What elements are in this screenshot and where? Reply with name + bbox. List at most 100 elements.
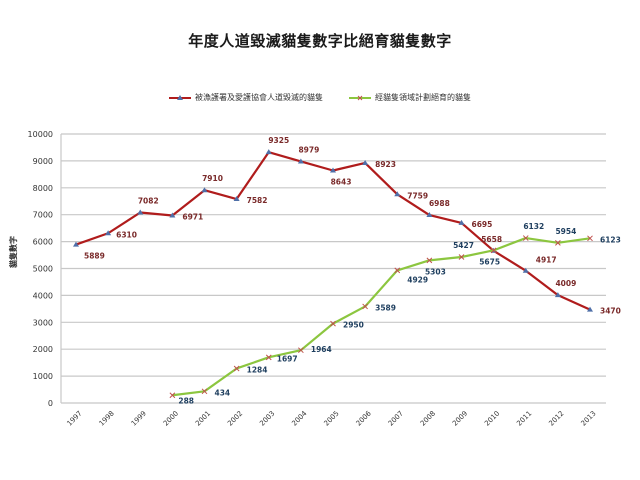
- x-marker-icon: [458, 254, 465, 260]
- legend-line-green-icon: [349, 95, 371, 100]
- data-label: 434: [215, 388, 231, 397]
- triangle-marker-icon: [233, 196, 240, 202]
- y-tick-label: 8000: [33, 184, 53, 193]
- triangle-marker-icon: [330, 167, 336, 173]
- data-label: 4929: [407, 275, 428, 284]
- data-label: 5658: [481, 235, 502, 244]
- x-marker-icon: [169, 392, 176, 399]
- x-tick-label: 1997: [65, 409, 83, 427]
- x-tick-label: 2007: [387, 409, 405, 427]
- triangle-marker-icon: [297, 158, 304, 164]
- x-marker-icon: [201, 388, 208, 395]
- data-label: 1964: [311, 345, 332, 354]
- x-marker-icon: [555, 239, 561, 246]
- triangle-marker-icon: [73, 241, 79, 247]
- chart-title: 年度人道毀滅貓隻數字比絕育貓隻數字: [188, 32, 452, 50]
- x-tick-label: 2005: [322, 409, 340, 427]
- triangle-marker-icon: [105, 230, 112, 236]
- data-label: 3589: [375, 303, 396, 312]
- triangle-marker-icon: [137, 209, 144, 215]
- data-label: 6132: [523, 222, 544, 231]
- legend-item-neutered: 經貓隻領域計劃絕育的貓隻: [349, 92, 471, 103]
- x-tick-label: 2001: [194, 409, 212, 427]
- data-label: 9325: [268, 136, 289, 145]
- x-marker-icon: [298, 347, 304, 354]
- x-tick-label: 2011: [515, 409, 533, 427]
- x-tick-label: 2002: [226, 409, 244, 427]
- data-label: 7582: [247, 196, 268, 205]
- data-label: 1697: [277, 354, 298, 363]
- y-tick-label: 0: [48, 399, 53, 408]
- data-label: 5303: [425, 267, 446, 276]
- triangle-marker-icon: [587, 306, 593, 312]
- triangle-marker-icon: [201, 187, 208, 193]
- x-tick-label: 2000: [162, 409, 180, 427]
- data-label: 3470: [600, 307, 621, 316]
- y-tick-label: 3000: [33, 318, 53, 327]
- data-label: 288: [178, 396, 194, 405]
- data-label: 4917: [536, 256, 557, 265]
- data-label: 5889: [84, 252, 105, 261]
- x-marker-icon: [362, 303, 368, 310]
- x-tick-label: 1998: [98, 409, 116, 427]
- x-tick-label: 2008: [419, 409, 437, 427]
- x-tick-label: 1999: [130, 409, 148, 427]
- x-tick-label: 2004: [290, 409, 309, 428]
- series-line-1: [172, 236, 591, 397]
- x-tick-label: 2006: [355, 409, 374, 428]
- triangle-marker-icon: [265, 149, 272, 155]
- data-label: 7082: [138, 196, 159, 205]
- triangle-marker-icon: [362, 159, 369, 165]
- triangle-marker-icon: [394, 191, 401, 197]
- triangle-marker-icon: [169, 212, 176, 218]
- data-label: 5954: [555, 227, 576, 236]
- legend-label-neutered: 經貓隻領域計劃絕育的貓隻: [375, 93, 471, 102]
- data-label: 5675: [479, 257, 500, 266]
- data-label: 5427: [453, 241, 474, 250]
- data-label: 7910: [202, 174, 223, 183]
- data-label: 8979: [298, 145, 319, 154]
- y-tick-label: 10000: [28, 130, 53, 139]
- y-tick-label: 9000: [33, 157, 53, 166]
- legend-item-euthanized: 被漁護署及愛護協會人道毀滅的貓隻: [169, 92, 323, 103]
- data-label: 8923: [375, 160, 396, 169]
- y-tick-label: 6000: [33, 238, 53, 247]
- legend-label-euthanized: 被漁護署及愛護協會人道毀滅的貓隻: [195, 93, 323, 102]
- x-marker-icon: [426, 257, 433, 264]
- x-tick-label: 2013: [579, 409, 597, 427]
- data-label: 6123: [600, 235, 621, 244]
- data-label: 2950: [343, 321, 364, 330]
- series-line-0: [75, 151, 591, 311]
- data-label: 6971: [182, 212, 203, 221]
- data-label: 6695: [472, 220, 493, 229]
- triangle-marker-icon: [458, 219, 465, 225]
- legend-line-red-icon: [169, 94, 191, 100]
- data-label: 1284: [247, 365, 268, 374]
- triangle-marker-icon: [426, 212, 433, 218]
- triangle-marker-icon: [554, 292, 561, 298]
- x-marker-icon: [587, 235, 593, 242]
- y-tick-label: 1000: [33, 372, 53, 381]
- x-tick-label: 2010: [483, 409, 501, 427]
- x-marker-icon: [265, 354, 272, 361]
- data-label: 6988: [429, 199, 450, 208]
- y-tick-label: 5000: [33, 265, 53, 274]
- x-marker-icon: [490, 247, 497, 254]
- data-label: 4009: [555, 279, 576, 288]
- y-tick-label: 7000: [33, 211, 53, 220]
- x-tick-label: 2012: [547, 409, 565, 427]
- x-marker-icon: [330, 320, 336, 327]
- data-label: 6310: [116, 230, 137, 239]
- x-tick-label: 2009: [451, 409, 469, 427]
- y-tick-label: 2000: [33, 345, 53, 354]
- data-label: 7759: [407, 191, 428, 200]
- x-marker-icon: [233, 365, 240, 372]
- x-marker-icon: [522, 235, 529, 241]
- triangle-marker-icon: [522, 267, 529, 273]
- chart-legend: 被漁護署及愛護協會人道毀滅的貓隻 經貓隻領域計劃絕育的貓隻: [0, 92, 640, 103]
- x-marker-icon: [394, 267, 401, 274]
- y-tick-label: 4000: [33, 291, 53, 300]
- data-label: 8643: [331, 178, 352, 187]
- x-tick-label: 2003: [258, 409, 276, 427]
